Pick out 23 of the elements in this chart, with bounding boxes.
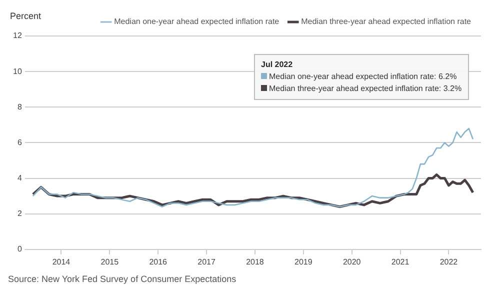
x-tick-label: 2022 bbox=[440, 257, 458, 266]
legend-label: Median one-year ahead expected inflation rate bbox=[114, 17, 280, 26]
annotation: Jul 2022 bbox=[261, 59, 294, 71]
source-note: Source: New York Fed Survey of Consumer Expectations bbox=[8, 274, 238, 284]
x-tick-label: 2019 bbox=[294, 257, 313, 266]
annotation: Median three-year ahead expected inflation rate: 3.2% bbox=[268, 83, 462, 95]
y-tick-label: 12 bbox=[12, 31, 22, 40]
y-tick-label: 8 bbox=[17, 102, 22, 112]
y-tick-label: 0 bbox=[17, 244, 22, 254]
x-tick-label: 2016 bbox=[149, 257, 168, 266]
x-tick-label: 2017 bbox=[198, 257, 216, 266]
y-tick-label: 4 bbox=[17, 173, 22, 182]
y-tick-label: 6 bbox=[17, 138, 22, 147]
x-tick-label: 2018 bbox=[246, 257, 264, 266]
legend-label: Median three-year ahead expected inflation rate bbox=[301, 17, 472, 26]
y-tick-label: 2 bbox=[17, 209, 22, 218]
annotation: Median one-year ahead expected inflation rate: 6.2% bbox=[268, 71, 458, 83]
x-tick-label: 2014 bbox=[52, 257, 71, 266]
x-tick-label: 2020 bbox=[342, 257, 362, 266]
y-axis-title: Percent bbox=[10, 10, 42, 21]
y-tick-label: 10 bbox=[12, 66, 22, 76]
x-tick-label: 2021 bbox=[391, 257, 410, 266]
x-tick-label: 2015 bbox=[100, 257, 120, 266]
